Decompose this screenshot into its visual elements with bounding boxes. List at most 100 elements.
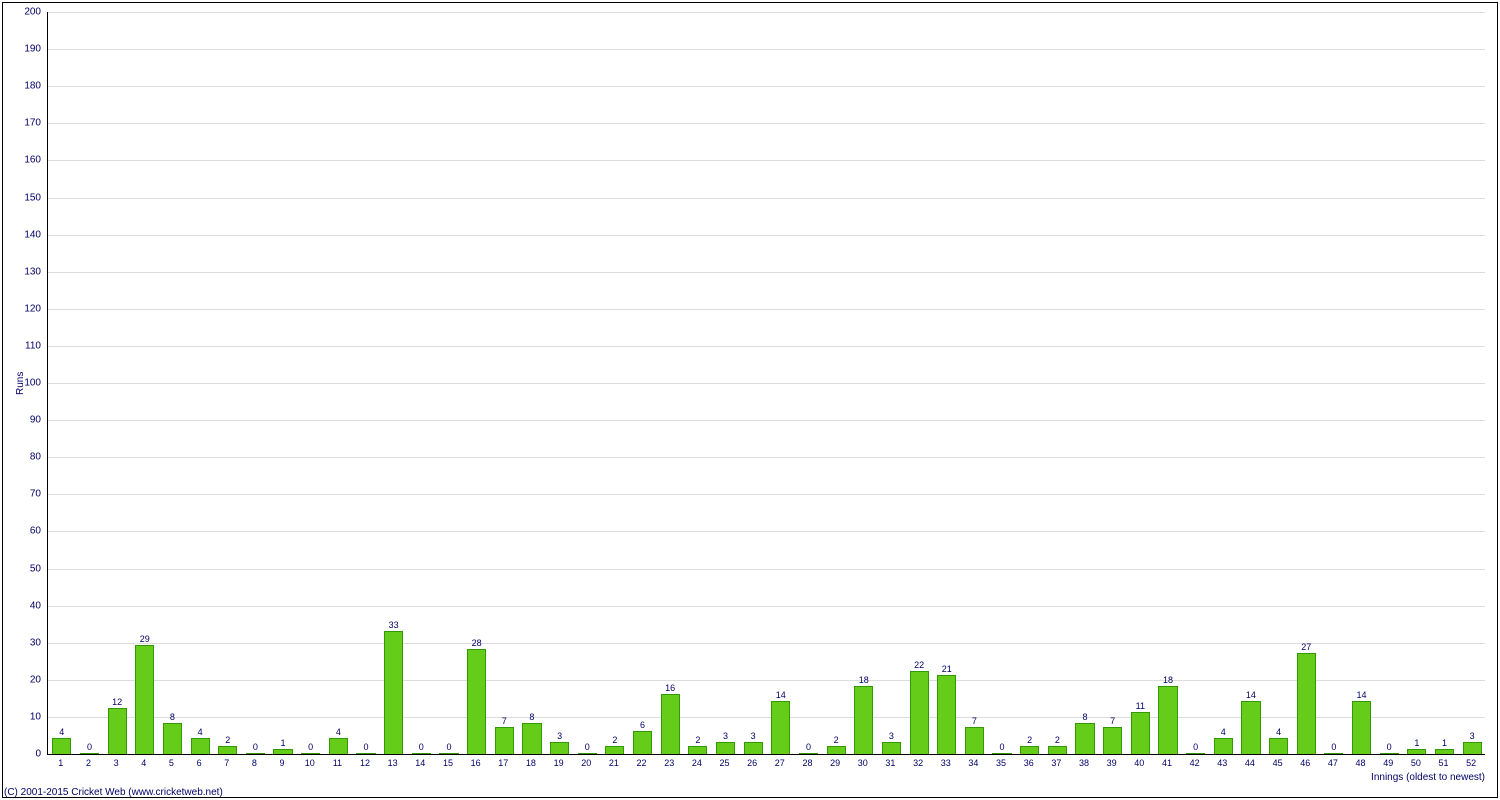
x-tick-label: 3: [114, 754, 119, 768]
x-tick-label: 29: [830, 754, 840, 768]
gridline: [47, 680, 1485, 681]
y-tick-label: 70: [30, 489, 47, 500]
gridline: [47, 160, 1485, 161]
x-tick-label: 20: [581, 754, 591, 768]
bar-value-label: 0: [87, 742, 92, 754]
x-tick-label: 27: [775, 754, 785, 768]
bar-value-label: 3: [889, 731, 894, 743]
x-tick-label: 24: [692, 754, 702, 768]
bar: 8: [522, 723, 541, 754]
x-tick-label: 5: [169, 754, 174, 768]
bar-value-label: 2: [834, 735, 839, 747]
x-tick-label: 49: [1383, 754, 1393, 768]
bar-value-label: 4: [336, 727, 341, 739]
bar: 2: [827, 746, 846, 754]
gridline: [47, 272, 1485, 273]
bar-value-label: 11: [1136, 701, 1145, 713]
y-tick-label: 150: [24, 192, 47, 203]
bar: 4: [329, 738, 348, 754]
bar-value-label: 1: [1414, 738, 1419, 750]
gridline: [47, 86, 1485, 87]
bar-value-label: 6: [640, 720, 645, 732]
gridline: [47, 123, 1485, 124]
y-tick-label: 160: [24, 155, 47, 166]
bar-value-label: 8: [529, 712, 534, 724]
bar-value-label: 8: [1082, 712, 1087, 724]
x-tick-label: 36: [1024, 754, 1034, 768]
y-tick-label: 170: [24, 118, 47, 129]
x-tick-label: 10: [305, 754, 315, 768]
x-tick-label: 47: [1328, 754, 1338, 768]
bar-value-label: 0: [253, 742, 258, 754]
chart-plot-area: 0102030405060708090100110120130140150160…: [47, 12, 1485, 754]
bar: 6: [633, 731, 652, 754]
bar-value-label: 2: [695, 735, 700, 747]
gridline: [47, 754, 1485, 755]
bar-value-label: 7: [1110, 716, 1115, 728]
bar: 11: [1131, 712, 1150, 754]
y-tick-label: 100: [24, 378, 47, 389]
x-tick-label: 43: [1217, 754, 1227, 768]
bar: 18: [854, 686, 873, 754]
bar-value-label: 3: [557, 731, 562, 743]
bar: 3: [550, 742, 569, 754]
bar-value-label: 14: [1357, 690, 1367, 702]
bar: 7: [965, 727, 984, 754]
bar: 21: [937, 675, 956, 754]
x-tick-label: 46: [1300, 754, 1310, 768]
x-tick-label: 32: [913, 754, 923, 768]
bar-value-label: 0: [363, 742, 368, 754]
bar-value-label: 7: [972, 716, 977, 728]
x-tick-label: 4: [141, 754, 146, 768]
y-tick-label: 130: [24, 266, 47, 277]
bar-value-label: 4: [1276, 727, 1281, 739]
x-tick-label: 16: [471, 754, 481, 768]
bar: 12: [108, 708, 127, 754]
y-tick-label: 60: [30, 526, 47, 537]
bar: 2: [1048, 746, 1067, 754]
bar-value-label: 27: [1301, 642, 1311, 654]
x-tick-label: 26: [747, 754, 757, 768]
y-tick-label: 20: [30, 674, 47, 685]
bar: 4: [52, 738, 71, 754]
bar: 3: [1463, 742, 1482, 754]
gridline: [47, 309, 1485, 310]
x-tick-label: 37: [1051, 754, 1061, 768]
bar-value-label: 0: [1000, 742, 1005, 754]
x-tick-label: 6: [197, 754, 202, 768]
y-tick-label: 120: [24, 303, 47, 314]
x-tick-label: 45: [1273, 754, 1283, 768]
bar-value-label: 22: [914, 660, 924, 672]
gridline: [47, 531, 1485, 532]
bar-value-label: 0: [1387, 742, 1392, 754]
bar: 3: [744, 742, 763, 754]
bar: 22: [910, 671, 929, 754]
y-tick-label: 200: [24, 7, 47, 18]
bar: 28: [467, 649, 486, 754]
gridline: [47, 346, 1485, 347]
x-tick-label: 48: [1356, 754, 1366, 768]
y-tick-label: 110: [25, 340, 47, 351]
x-tick-label: 8: [252, 754, 257, 768]
x-tick-label: 22: [637, 754, 647, 768]
bar-value-label: 33: [389, 620, 399, 632]
x-tick-label: 19: [554, 754, 564, 768]
bar: 2: [688, 746, 707, 754]
bar: 14: [771, 701, 790, 754]
bar: 33: [384, 631, 403, 754]
x-tick-label: 51: [1439, 754, 1449, 768]
bar: 4: [1269, 738, 1288, 754]
y-axis-title: Runs: [15, 372, 26, 395]
gridline: [47, 198, 1485, 199]
x-tick-label: 23: [664, 754, 674, 768]
bar-value-label: 1: [1442, 738, 1447, 750]
bar: 18: [1158, 686, 1177, 754]
bar: 14: [1352, 701, 1371, 754]
x-tick-label: 44: [1245, 754, 1255, 768]
bar-value-label: 0: [1193, 742, 1198, 754]
y-tick-label: 40: [30, 600, 47, 611]
x-tick-label: 9: [280, 754, 285, 768]
gridline: [47, 383, 1485, 384]
x-tick-label: 7: [224, 754, 229, 768]
x-tick-label: 31: [885, 754, 895, 768]
